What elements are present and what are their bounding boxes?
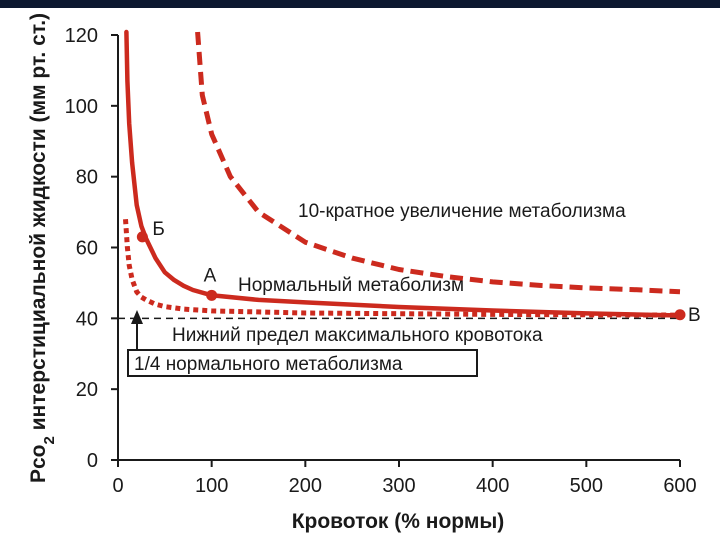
x-tick-label: 400 <box>476 475 509 497</box>
x-tick-label: 0 <box>112 475 123 497</box>
annotation-box-quarter <box>127 349 478 377</box>
series-line-dashed <box>195 31 681 295</box>
y-tick-label: 20 <box>76 379 98 401</box>
point-marker <box>136 231 148 243</box>
y-tick-label: 100 <box>65 96 98 118</box>
ticks: 0 100 200 300 400 500 600 0 20 40 60 80 100 120 <box>65 25 697 497</box>
annotation-ten-fold: 10-кратное увеличение метаболизма <box>298 201 626 222</box>
y-tick-label: 80 <box>76 167 98 189</box>
y-axis-title-sub: 2 <box>41 436 58 444</box>
y-axis-title: Pco2 интерстициальной жидкости (мм рт. с… <box>27 13 58 483</box>
data-points: Б А В <box>136 219 701 326</box>
series-line-dotted <box>123 219 681 318</box>
x-tick-label: 300 <box>382 475 415 497</box>
annotation-lower-limit: Нижний предел максимального кровотока <box>172 325 543 346</box>
y-axis-title-main: Pco <box>27 445 50 484</box>
point-label: Б <box>152 219 164 240</box>
annotation-quarter: 1/4 нормального метаболизма <box>134 354 403 375</box>
series-lines <box>123 29 683 318</box>
point-label: В <box>688 305 701 326</box>
annotation-arrow-head <box>131 310 143 324</box>
top-bar <box>0 0 720 8</box>
y-axis-title-rest: интерстициальной жидкости (мм рт. ст.) <box>27 13 50 436</box>
annotation-normal: Нормальный метаболизм <box>238 275 464 296</box>
point-marker <box>674 309 686 321</box>
y-tick-label: 120 <box>65 25 98 47</box>
x-tick-label: 500 <box>570 475 603 497</box>
x-tick-label: 200 <box>289 475 322 497</box>
point-marker <box>206 289 218 301</box>
y-tick-label: 40 <box>76 308 98 330</box>
x-tick-label: 100 <box>195 475 228 497</box>
point-label: А <box>204 265 217 286</box>
y-tick-label: 60 <box>76 238 98 260</box>
x-tick-label: 600 <box>663 475 696 497</box>
y-tick-label: 0 <box>87 450 98 472</box>
x-axis-title: Кровоток (% нормы) <box>292 510 505 533</box>
series-line-solid <box>124 29 683 318</box>
